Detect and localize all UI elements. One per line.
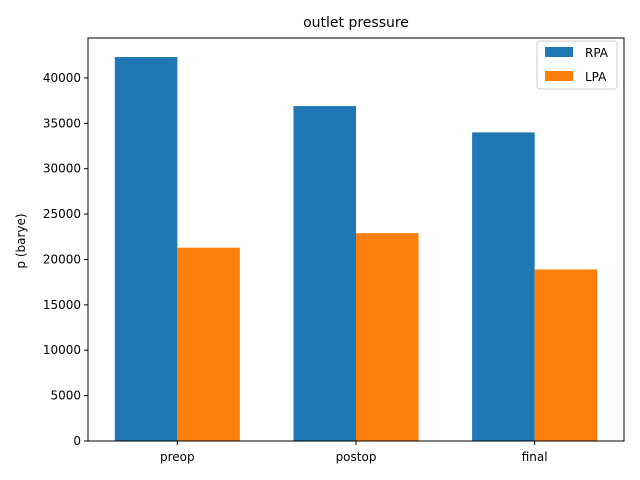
legend: RPA LPA (536, 40, 618, 90)
bar-rpa-preop (114, 57, 178, 441)
y-tick-label: 0 (73, 434, 81, 448)
bar-lpa-final (534, 269, 598, 441)
bar-lpa-preop (177, 247, 240, 441)
legend-label-lpa: LPA (585, 70, 607, 84)
chart-title: outlet pressure (303, 15, 409, 31)
bar-lpa-postop (356, 233, 419, 441)
legend-swatch-rpa (545, 47, 573, 57)
bars-group (114, 57, 598, 441)
x-tick-label-postop: postop (336, 450, 377, 464)
legend-label-rpa: RPA (585, 46, 609, 60)
y-tick-label: 5000 (50, 389, 81, 403)
legend-swatch-lpa (545, 71, 573, 81)
x-tick-label-final: final (522, 450, 548, 464)
y-tick-label: 40000 (43, 71, 81, 85)
y-tick-label: 35000 (43, 116, 81, 130)
y-tick-label: 25000 (43, 207, 81, 221)
y-tick-label: 10000 (43, 343, 81, 357)
y-tick-label: 20000 (43, 252, 81, 266)
y-tick-label: 30000 (43, 162, 81, 176)
x-axis-ticks: preop postop final (160, 441, 548, 464)
y-axis-ticks: 0 5000 10000 15000 20000 25000 30000 35000 40000 (43, 71, 88, 448)
bar-rpa-postop (293, 106, 356, 441)
x-tick-label-preop: preop (160, 450, 195, 464)
y-tick-label: 15000 (43, 298, 81, 312)
bar-rpa-final (472, 132, 535, 441)
y-axis-label: p (barye) (14, 213, 28, 268)
plot-frame (87, 37, 625, 442)
